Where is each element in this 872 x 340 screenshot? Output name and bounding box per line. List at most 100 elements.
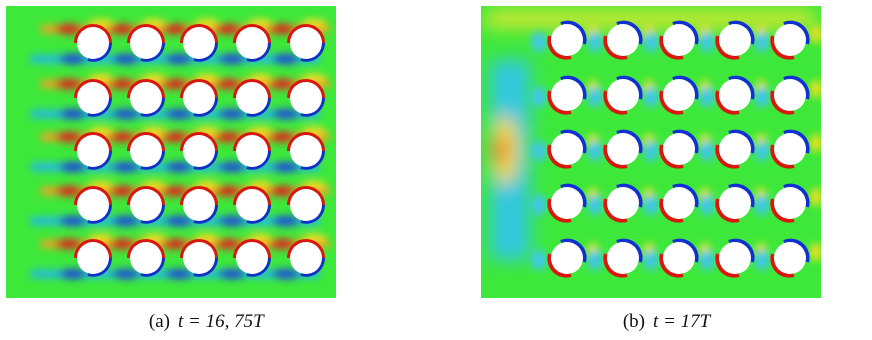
cylinder-edge-blue	[140, 42, 165, 62]
cylinder-edge-red	[659, 90, 684, 115]
cylinder-edge-red	[233, 239, 271, 259]
cylinder-edge-red	[74, 239, 112, 259]
cylinder	[130, 135, 162, 167]
vortex-cyan	[643, 87, 659, 107]
cylinder-edge-red	[715, 253, 740, 278]
vortex-red	[214, 132, 242, 142]
cylinder-edge-blue	[672, 20, 699, 45]
vortex-cyan	[754, 195, 770, 215]
cylinder	[774, 187, 806, 219]
cylinder-edge-blue	[728, 75, 755, 100]
cylinder-edge-red	[603, 198, 628, 223]
vortex-cyan	[699, 87, 715, 107]
cylinder-edge-red	[287, 79, 325, 99]
cylinder-edge-blue	[728, 20, 755, 45]
cylinder-edge-blue	[783, 129, 810, 154]
cylinder-edge-red	[547, 35, 572, 60]
vortex-red	[108, 186, 136, 196]
cylinder	[774, 133, 806, 165]
vortex-blue	[112, 216, 140, 226]
vortex-red	[268, 24, 296, 34]
vortex-red	[108, 132, 136, 142]
cylinder	[607, 242, 639, 274]
vortex-blue	[112, 269, 140, 279]
cylinder	[551, 79, 583, 111]
cylinder-edge-red	[127, 186, 165, 206]
cylinders	[547, 20, 810, 278]
vortex-red	[161, 24, 189, 34]
cylinder	[719, 133, 751, 165]
cylinder-edge-blue	[560, 183, 587, 208]
wake-red	[492, 138, 508, 162]
vortex-cyan	[643, 195, 659, 215]
vortex-cyan	[699, 32, 715, 52]
cylinder-edge-blue	[728, 238, 755, 263]
cylinder-edge-blue	[140, 257, 165, 277]
cylinder-edge-blue	[300, 42, 325, 62]
flow-field-a	[6, 6, 336, 298]
vortex-red	[161, 132, 189, 142]
vortex-red	[108, 239, 136, 249]
cylinder	[290, 135, 322, 167]
cylinder-edge-blue	[560, 129, 587, 154]
vortex-cyan	[531, 250, 547, 270]
cylinder-edge-blue	[87, 257, 112, 277]
vortex-blue	[59, 54, 87, 64]
cylinder-edge-red	[233, 132, 271, 152]
vortex-red	[214, 24, 242, 34]
cylinder	[551, 133, 583, 165]
cylinder-edge-red	[659, 144, 684, 169]
vortex-blue	[59, 216, 87, 226]
vortex-blue	[272, 216, 300, 226]
cylinder-edge-blue	[87, 97, 112, 117]
cylinder-edge-red	[715, 198, 740, 223]
caption-formula: t = 16, 75T	[178, 311, 265, 332]
cylinder-edge-red	[180, 132, 218, 152]
cylinder-edge-red	[180, 186, 218, 206]
cylinder-edge-blue	[300, 150, 325, 170]
cylinder-edge-red	[127, 24, 165, 44]
cylinder-edge-red	[287, 186, 325, 206]
vortex-blue	[59, 162, 87, 172]
cylinder	[236, 27, 268, 59]
vortex-red	[55, 24, 83, 34]
vortex-red	[161, 79, 189, 89]
cylinder-edge-blue	[616, 129, 643, 154]
cylinder	[183, 135, 215, 167]
cylinder-edge-blue	[193, 257, 218, 277]
cylinder-edge-red	[287, 24, 325, 44]
cylinder-edge-blue	[246, 150, 271, 170]
cylinder-edge-red	[547, 253, 572, 278]
cylinder-edge-red	[233, 79, 271, 99]
cylinder	[77, 135, 109, 167]
cylinder-edge-blue	[728, 183, 755, 208]
cylinder-edge-blue	[672, 238, 699, 263]
vortex-red	[55, 186, 83, 196]
vortex-blue	[218, 216, 246, 226]
cylinder	[130, 27, 162, 59]
cylinder	[774, 242, 806, 274]
cylinder	[663, 79, 695, 111]
vortex-cyan	[643, 250, 659, 270]
cylinder-edge-blue	[193, 150, 218, 170]
cylinder-edge-red	[180, 239, 218, 259]
cylinder-edge-blue	[246, 97, 271, 117]
cylinder	[290, 27, 322, 59]
field-background	[6, 6, 336, 298]
vortex-blue	[59, 269, 87, 279]
vortex-cyan	[587, 250, 603, 270]
vortex-blue	[165, 54, 193, 64]
cylinder	[130, 82, 162, 114]
cylinder	[290, 189, 322, 221]
vortex-cyan	[643, 32, 659, 52]
cylinder-edge-red	[770, 198, 795, 223]
cylinder-edge-red	[74, 186, 112, 206]
cylinder-edge-blue	[672, 183, 699, 208]
vortex-red	[108, 24, 136, 34]
cylinder-edge-blue	[560, 20, 587, 45]
cylinder-edge-blue	[672, 129, 699, 154]
cylinder-edge-red	[770, 253, 795, 278]
cylinder-edge-blue	[87, 150, 112, 170]
cylinder	[130, 242, 162, 274]
